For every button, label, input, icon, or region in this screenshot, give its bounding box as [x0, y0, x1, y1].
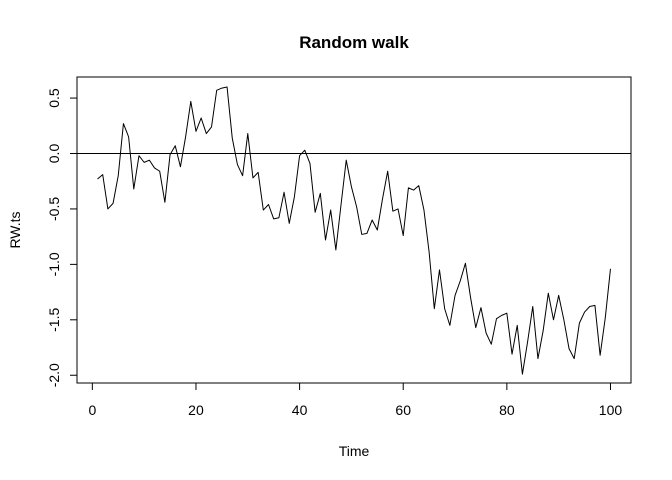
- plot-area: [76, 76, 632, 384]
- y-axis-label: RW.ts: [7, 211, 23, 248]
- y-tick-label: 0.5: [46, 88, 62, 108]
- x-tick-label: 20: [188, 402, 204, 418]
- x-tick-label: 40: [292, 402, 308, 418]
- y-tick-label: -1.5: [46, 308, 62, 332]
- plot-frame: [76, 76, 632, 384]
- x-tick-label: 0: [88, 402, 96, 418]
- series-group: [97, 86, 611, 375]
- x-axis: 0 20 40 60 80 100: [88, 382, 623, 418]
- x-tick-label: 60: [395, 402, 411, 418]
- series-line-0: [97, 86, 611, 375]
- y-tick-label: 0.0: [46, 144, 62, 164]
- chart-title: Random walk: [299, 33, 409, 52]
- x-axis-label: Time: [339, 443, 370, 459]
- y-tick-label: -1.0: [46, 252, 62, 276]
- y-tick-label: -2.0: [46, 363, 62, 387]
- y-tick-label: -0.5: [46, 197, 62, 221]
- x-tick-label: 80: [499, 402, 515, 418]
- y-axis: -2.0 -1.5 -1.0 -0.5 0.0 0.5: [46, 88, 78, 387]
- x-tick-label: 100: [599, 402, 623, 418]
